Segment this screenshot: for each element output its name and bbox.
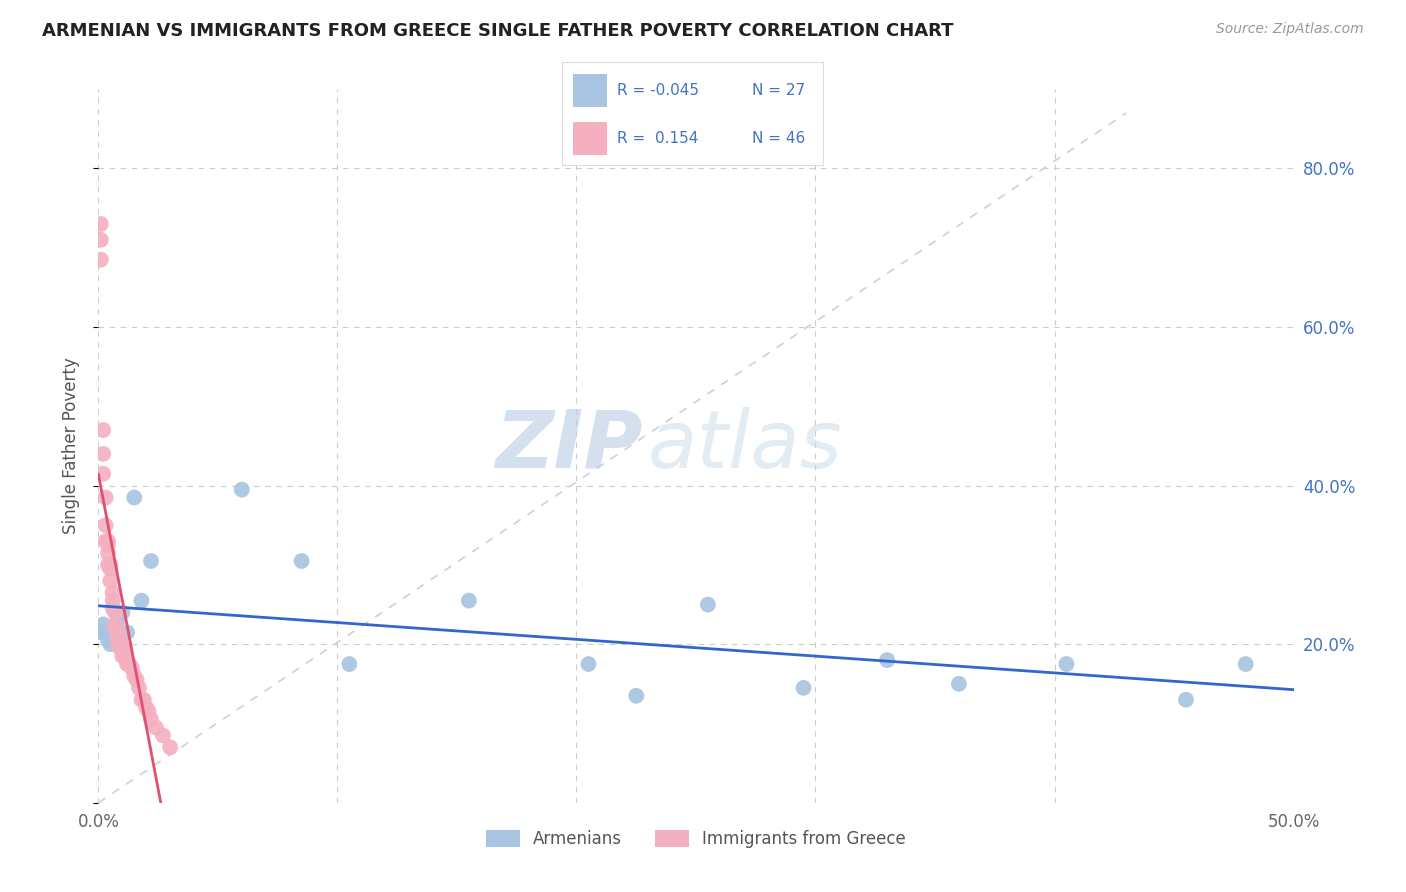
Point [458,593,481,607]
Point [107,629,129,643]
Point [876,653,898,667]
Point [90,217,112,231]
Point [111,641,134,656]
Point [104,621,127,635]
Point [111,606,134,620]
Text: ARMENIAN VS IMMIGRANTS FROM GREECE SINGLE FATHER POVERTY CORRELATION CHART: ARMENIAN VS IMMIGRANTS FROM GREECE SINGL… [42,22,953,40]
Point [131,593,153,607]
Point [128,681,150,695]
Point [108,641,131,656]
Point [94,625,117,640]
Point [94,491,117,505]
Point [101,585,124,599]
Point [94,534,117,549]
Point [793,681,815,695]
Point [101,601,124,615]
Point [138,705,160,719]
Legend: Armenians, Immigrants from Greece: Armenians, Immigrants from Greece [479,823,912,855]
Point [152,728,174,742]
Point [108,637,131,651]
Point [125,673,148,687]
Text: ZIP: ZIP [495,407,643,485]
Point [98,574,122,588]
Point [97,538,120,552]
Point [91,617,114,632]
Point [98,637,122,651]
Point [97,534,120,549]
Point [104,617,127,632]
Point [291,554,314,568]
Point [91,447,114,461]
Point [98,558,122,572]
Point [124,669,146,683]
Point [97,546,120,560]
Point [578,657,600,671]
Point [98,562,122,576]
Bar [572,74,606,106]
Point [108,633,131,648]
Point [139,713,162,727]
Point [108,637,131,651]
Point [90,252,112,267]
Point [1056,657,1078,671]
Point [91,467,114,481]
Point [131,692,153,706]
Point [90,625,112,640]
Point [111,649,134,664]
Point [948,677,970,691]
Point [159,740,181,755]
Point [115,625,138,640]
Text: N = 27: N = 27 [752,83,806,97]
Point [231,483,253,497]
Point [339,657,361,671]
Point [115,657,138,671]
Point [101,625,124,640]
Point [121,661,143,675]
Point [97,558,120,572]
Point [1175,692,1198,706]
Point [135,700,157,714]
Point [626,689,648,703]
Point [145,721,167,735]
Point [118,657,141,671]
Point [124,491,146,505]
Text: Source: ZipAtlas.com: Source: ZipAtlas.com [1216,22,1364,37]
Point [1234,657,1257,671]
Point [90,233,112,247]
Point [107,614,129,628]
Point [97,633,120,648]
Point [91,423,114,437]
Point [697,598,720,612]
Text: R = -0.045: R = -0.045 [617,83,699,97]
Point [101,593,124,607]
Text: N = 46: N = 46 [752,131,806,146]
Point [107,637,129,651]
Y-axis label: Single Father Poverty: Single Father Poverty [62,358,80,534]
Text: atlas: atlas [648,407,844,485]
Point [94,518,117,533]
Point [104,606,127,620]
Point [132,692,155,706]
Point [114,641,136,656]
Point [104,629,127,643]
Text: R =  0.154: R = 0.154 [617,131,699,146]
Point [114,649,136,664]
Point [107,625,129,640]
Point [139,554,162,568]
Bar [572,122,606,155]
